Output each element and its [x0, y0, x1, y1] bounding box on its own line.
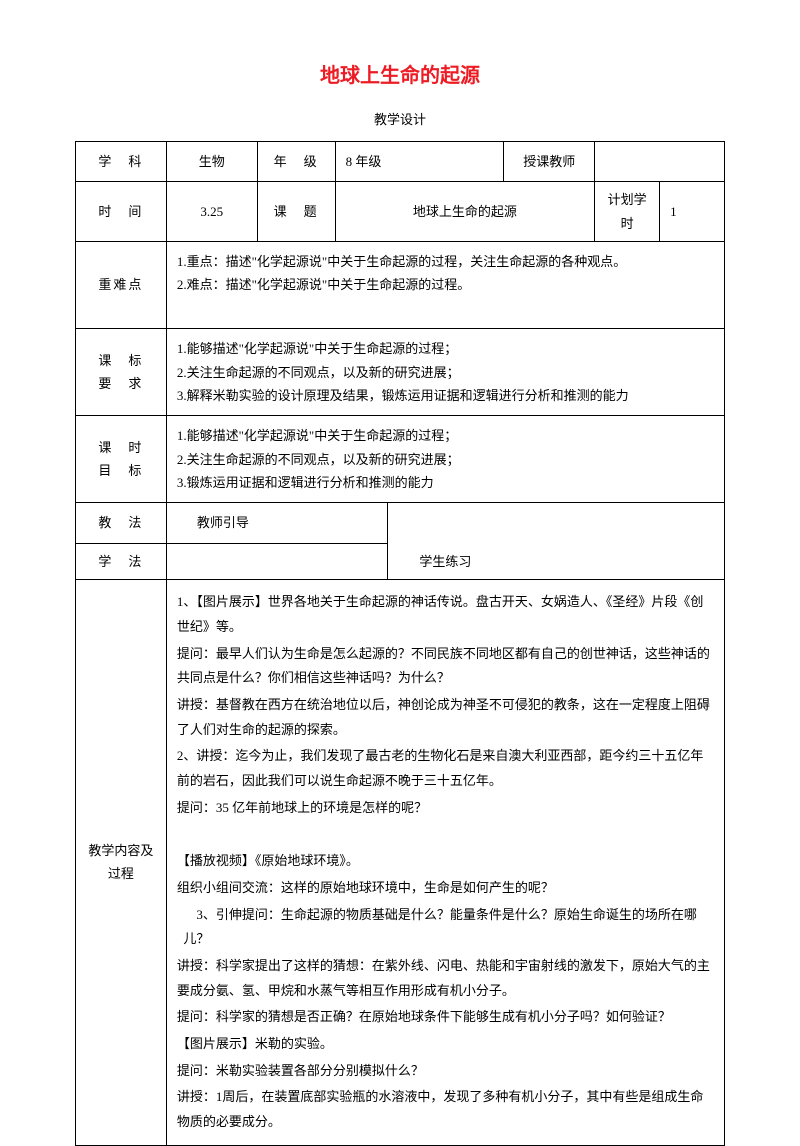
content-p3: 讲授：基督教在西方在统治地位以后，神创论成为神圣不可侵犯的教条，这在一定程度上阻…	[177, 693, 714, 742]
lesson-plan-table: 学 科 生物 年 级 8 年级 授课教师 时 间 3.25 课 题 地球上生命的…	[75, 141, 725, 1146]
time-label: 时 间	[76, 182, 167, 242]
hours-label: 计划学时	[595, 182, 660, 242]
content-p10: 提问：科学家的猜想是否正确？在原始地球条件下能够生成有机小分子吗？如何验证？	[177, 1005, 714, 1030]
content-p5: 提问：35 亿年前地球上的环境是怎样的呢？	[177, 796, 714, 821]
table-row: 重难点 1.重点：描述"化学起源说"中关于生命起源的过程，关注生命起源的各种观点…	[76, 241, 725, 328]
table-row: 时 间 3.25 课 题 地球上生命的起源 计划学时 1	[76, 182, 725, 242]
subject-label: 学 科	[76, 141, 167, 181]
objective-line1: 1.能够描述"化学起源说"中关于生命起源的过程；	[177, 424, 714, 447]
teach-method-value: 教师引导	[166, 503, 387, 543]
time-value: 3.25	[166, 182, 257, 242]
objective-content: 1.能够描述"化学起源说"中关于生命起源的过程； 2.关注生命起源的不同观点，以…	[166, 416, 724, 503]
learn-method-value: 学生练习	[166, 543, 724, 579]
teacher-value	[595, 141, 725, 181]
objective-label-1: 课 时	[84, 436, 158, 459]
table-row: 教 法 教师引导	[76, 503, 725, 543]
content-p9: 讲授：科学家提出了这样的猜想：在紫外线、闪电、热能和宇宙射线的激发下，原始大气的…	[177, 954, 714, 1003]
standard-label: 课 标 要 求	[76, 329, 167, 416]
difficulty-label: 重难点	[76, 241, 167, 328]
teacher-label: 授课教师	[504, 141, 595, 181]
page-title: 地球上生命的起源	[75, 60, 725, 92]
grade-value: 8 年级	[335, 141, 504, 181]
standard-line3: 3.解释米勒实验的设计原理及结果，锻炼运用证据和逻辑进行分析和推测的能力	[177, 384, 714, 407]
page-subtitle: 教学设计	[75, 110, 725, 131]
objective-label-2: 目 标	[84, 459, 158, 482]
table-row: 课 时 目 标 1.能够描述"化学起源说"中关于生命起源的过程； 2.关注生命起…	[76, 416, 725, 503]
topic-label: 课 题	[257, 182, 335, 242]
table-row: 学 法 学生练习	[76, 543, 725, 579]
content-p13: 讲授：1周后，在装置底部实验瓶的水溶液中，发现了多种有机小分子，其中有些是组成生…	[177, 1085, 714, 1134]
teach-method-label: 教 法	[76, 503, 167, 543]
learn-method-label: 学 法	[76, 543, 167, 579]
difficulty-content: 1.重点：描述"化学起源说"中关于生命起源的过程，关注生命起源的各种观点。 2.…	[166, 241, 724, 328]
standard-line1: 1.能够描述"化学起源说"中关于生命起源的过程；	[177, 337, 714, 360]
content-p6: 【播放视频】《原始地球环境》。	[177, 849, 714, 874]
content-p11: 【图片展示】米勒的实验。	[177, 1032, 714, 1057]
content-label: 教学内容及过程	[76, 580, 167, 1145]
difficulty-line1: 1.重点：描述"化学起源说"中关于生命起源的过程，关注生命起源的各种观点。	[177, 250, 714, 273]
content-p1: 1、【图片展示】世界各地关于生命起源的神话传说。盘古开天、女娲造人、《圣经》片段…	[177, 590, 714, 639]
content-p12: 提问：米勒实验装置各部分分别模拟什么？	[177, 1059, 714, 1084]
objective-label: 课 时 目 标	[76, 416, 167, 503]
objective-line2: 2.关注生命起源的不同观点，以及新的研究进展；	[177, 448, 714, 471]
teaching-content: 1、【图片展示】世界各地关于生命起源的神话传说。盘古开天、女娲造人、《圣经》片段…	[166, 580, 724, 1145]
content-p4: 2、讲授：迄今为止，我们发现了最古老的生物化石是来自澳大利亚西部，距今约三十五亿…	[177, 744, 714, 793]
hours-value: 1	[660, 182, 725, 242]
standard-label-1: 课 标	[84, 349, 158, 372]
table-row: 学 科 生物 年 级 8 年级 授课教师	[76, 141, 725, 181]
difficulty-line2: 2.难点：描述"化学起源说"中关于生命起源的过程。	[177, 273, 714, 296]
standard-line2: 2.关注生命起源的不同观点，以及新的研究进展；	[177, 361, 714, 384]
grade-label: 年 级	[257, 141, 335, 181]
standard-label-2: 要 求	[84, 372, 158, 395]
standard-content: 1.能够描述"化学起源说"中关于生命起源的过程； 2.关注生命起源的不同观点，以…	[166, 329, 724, 416]
table-row: 教学内容及过程 1、【图片展示】世界各地关于生命起源的神话传说。盘古开天、女娲造…	[76, 580, 725, 1145]
objective-line3: 3.锻炼运用证据和逻辑进行分析和推测的能力	[177, 471, 714, 494]
table-row: 课 标 要 求 1.能够描述"化学起源说"中关于生命起源的过程； 2.关注生命起…	[76, 329, 725, 416]
content-p7: 组织小组间交流：这样的原始地球环境中，生命是如何产生的呢？	[177, 876, 714, 901]
topic-value: 地球上生命的起源	[335, 182, 595, 242]
content-p2: 提问：最早人们认为生命是怎么起源的？不同民族不同地区都有自己的创世神话，这些神话…	[177, 642, 714, 691]
content-p8: 3、引伸提问：生命起源的物质基础是什么？能量条件是什么？原始生命诞生的场所在哪儿…	[177, 903, 714, 952]
subject-value: 生物	[166, 141, 257, 181]
